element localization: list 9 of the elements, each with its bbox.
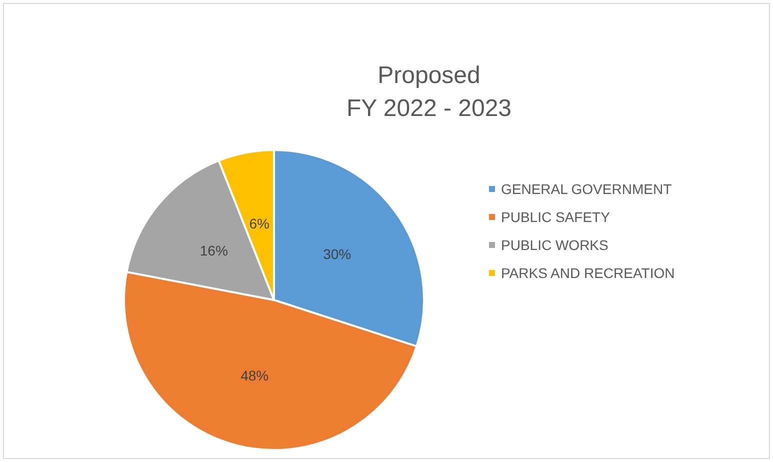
legend-label: PUBLIC SAFETY bbox=[501, 209, 611, 225]
data-label: 48% bbox=[240, 368, 269, 384]
legend-label: PUBLIC WORKS bbox=[501, 237, 608, 253]
legend-label: PARKS AND RECREATION bbox=[501, 265, 675, 281]
data-label: 6% bbox=[249, 215, 270, 232]
legend-label: GENERAL GOVERNMENT bbox=[501, 181, 672, 197]
chart-title: Proposed FY 2022 - 2023 bbox=[346, 62, 512, 122]
data-label: 16% bbox=[200, 242, 228, 258]
data-label: 30% bbox=[323, 246, 352, 262]
